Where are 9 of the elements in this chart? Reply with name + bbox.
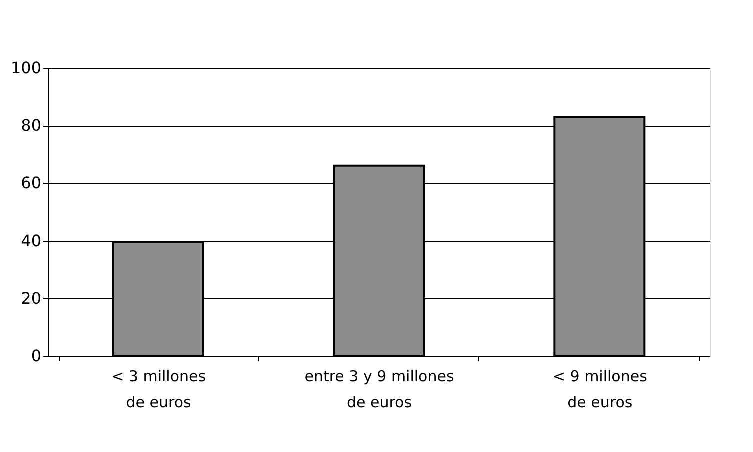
- x-tick-label: < 3 millones de euros: [112, 368, 206, 412]
- x-tick-label: < 9 millones de euros: [552, 368, 648, 412]
- x-tick-label: entre 3 y 9 millones de euros: [304, 368, 454, 412]
- y-tick-label: 60: [21, 174, 42, 193]
- y-tick-label: 40: [21, 231, 42, 250]
- y-tick-label: 0: [31, 346, 42, 366]
- y-tick-label: 20: [21, 288, 42, 308]
- y-tick-label: 100: [10, 58, 42, 78]
- y-tick-label: 80: [21, 116, 42, 136]
